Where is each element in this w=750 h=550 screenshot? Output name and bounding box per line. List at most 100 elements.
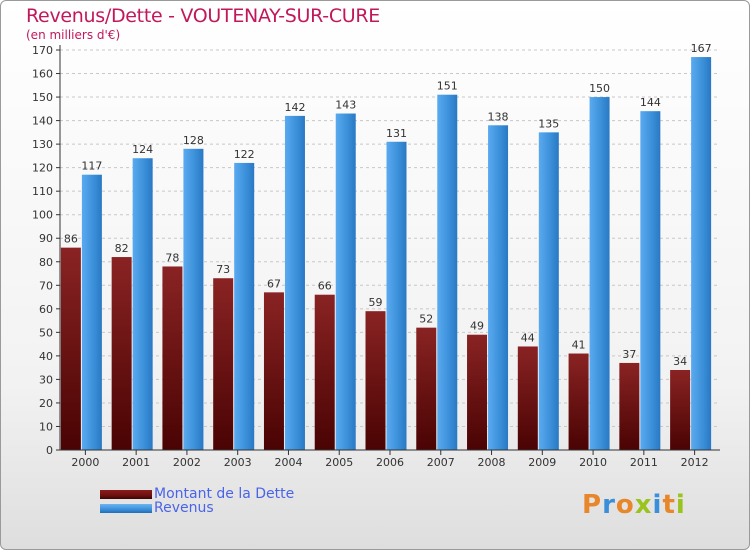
data-label-revenue: 131 — [386, 127, 407, 140]
y-tick-label: 150 — [32, 91, 53, 104]
logo-letter: i — [675, 490, 686, 520]
y-tick-label: 160 — [32, 68, 53, 81]
data-label-debt: 86 — [64, 233, 78, 246]
bar-debt — [670, 370, 691, 450]
legend-item-revenue: Revenus — [100, 501, 214, 515]
logo-letter: P — [582, 490, 603, 520]
y-tick-label: 120 — [32, 162, 53, 175]
bar-debt — [568, 353, 589, 450]
x-tick-label: 2011 — [630, 456, 658, 469]
y-tick-label: 90 — [39, 232, 53, 245]
y-tick-label: 100 — [32, 209, 53, 222]
y-tick-label: 130 — [32, 138, 53, 151]
logo-letter: r — [602, 490, 616, 520]
data-label-revenue: 150 — [589, 82, 610, 95]
legend-item-debt: Montant de la Dette — [100, 487, 294, 501]
data-label-debt: 78 — [165, 251, 179, 264]
bar-debt — [213, 278, 234, 450]
y-tick-label: 30 — [39, 373, 53, 386]
x-tick-label: 2007 — [427, 456, 455, 469]
data-label-debt: 66 — [318, 280, 332, 293]
proxiti-logo: Proxiti — [582, 490, 686, 520]
chart-subtitle: (en milliers d'€) — [26, 28, 121, 42]
y-tick-label: 10 — [39, 420, 53, 433]
data-label-debt: 49 — [470, 320, 484, 333]
data-label-revenue: 117 — [81, 160, 102, 173]
bar-debt — [162, 266, 183, 450]
y-tick-label: 170 — [32, 44, 53, 57]
bar-revenue — [589, 97, 610, 450]
legend-label-debt: Montant de la Dette — [154, 486, 295, 502]
y-tick-label: 20 — [39, 397, 53, 410]
data-label-debt: 44 — [521, 331, 535, 344]
bar-revenue — [183, 148, 204, 450]
data-label-revenue: 122 — [234, 148, 255, 161]
bar-debt — [467, 334, 488, 450]
data-label-debt: 59 — [369, 296, 383, 309]
bar-debt — [365, 311, 386, 450]
bar-revenue — [284, 115, 305, 450]
bar-revenue — [488, 125, 509, 450]
x-tick-label: 2004 — [274, 456, 302, 469]
x-tick-label: 2010 — [579, 456, 607, 469]
x-tick-label: 2000 — [71, 456, 99, 469]
bar-revenue — [437, 94, 458, 451]
data-label-revenue: 144 — [640, 96, 661, 109]
bar-revenue — [81, 174, 102, 451]
data-label-revenue: 138 — [488, 110, 509, 123]
bar-debt — [263, 292, 284, 450]
x-tick-label: 2005 — [325, 456, 353, 469]
bar-revenue — [234, 162, 255, 451]
logo-letter: i — [652, 490, 663, 520]
data-label-debt: 41 — [572, 339, 586, 352]
legend-swatch-revenue — [100, 503, 152, 513]
data-label-revenue: 167 — [691, 42, 712, 55]
x-tick-label: 2002 — [173, 456, 201, 469]
data-label-debt: 34 — [673, 355, 687, 368]
legend-swatch-debt — [100, 489, 152, 499]
bar-revenue — [538, 132, 559, 450]
logo-letter: t — [662, 490, 676, 520]
legend-label-revenue: Revenus — [154, 500, 214, 516]
bar-debt — [111, 257, 132, 450]
bar-revenue — [132, 158, 153, 450]
bar-revenue — [691, 57, 712, 450]
y-tick-label: 60 — [39, 303, 53, 316]
data-label-debt: 73 — [216, 263, 230, 276]
y-tick-label: 80 — [39, 256, 53, 269]
bar-debt — [60, 247, 81, 450]
x-tick-label: 2003 — [224, 456, 252, 469]
x-tick-label: 2012 — [681, 456, 709, 469]
bar-debt — [314, 294, 335, 450]
data-label-revenue: 128 — [183, 134, 204, 147]
x-tick-label: 2001 — [122, 456, 150, 469]
logo-letter: o — [615, 490, 635, 520]
bar-debt — [416, 327, 437, 450]
y-tick-label: 110 — [32, 185, 53, 198]
data-label-debt: 82 — [115, 242, 129, 255]
x-tick-label: 2006 — [376, 456, 404, 469]
bar-revenue — [640, 111, 661, 451]
y-tick-label: 50 — [39, 326, 53, 339]
bar-revenue — [386, 141, 407, 450]
data-label-revenue: 142 — [284, 101, 305, 114]
chart-title: Revenus/Dette - VOUTENAY-SUR-CURE — [26, 5, 381, 27]
data-label-revenue: 124 — [132, 143, 153, 156]
y-tick-label: 0 — [46, 444, 53, 457]
y-tick-label: 40 — [39, 350, 53, 363]
data-label-debt: 37 — [622, 348, 636, 361]
data-label-revenue: 151 — [437, 80, 458, 93]
x-tick-label: 2009 — [528, 456, 556, 469]
logo-letter: x — [634, 490, 653, 520]
data-label-debt: 67 — [267, 277, 281, 290]
bar-debt — [619, 362, 640, 450]
data-label-revenue: 135 — [538, 117, 559, 130]
bar-revenue — [335, 113, 356, 450]
data-label-debt: 52 — [419, 313, 433, 326]
y-tick-label: 70 — [39, 279, 53, 292]
bar-debt — [517, 346, 538, 450]
y-tick-label: 140 — [32, 115, 53, 128]
x-tick-label: 2008 — [478, 456, 506, 469]
data-label-revenue: 143 — [335, 99, 356, 112]
